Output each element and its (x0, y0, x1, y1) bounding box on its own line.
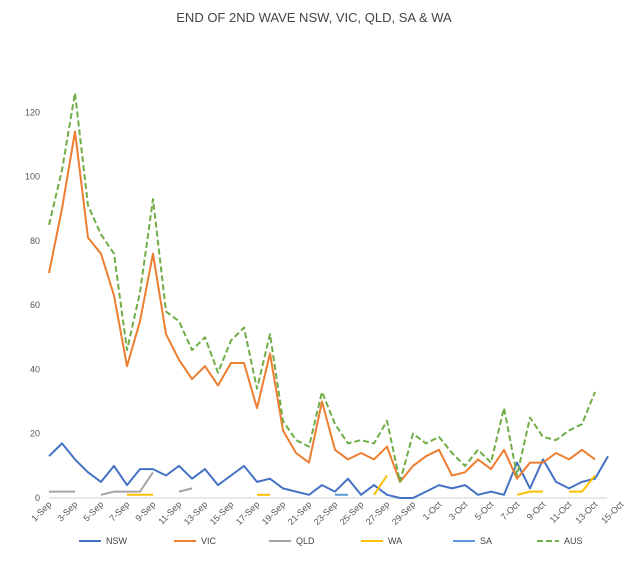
legend-label-nsw: NSW (106, 536, 128, 546)
x-tick-label: 3-Oct (447, 499, 470, 522)
legend-label-aus: AUS (564, 536, 583, 546)
series-line-qld (100, 471, 154, 496)
series-line-aus (48, 92, 596, 483)
x-tick-label: 7-Oct (499, 499, 522, 522)
x-tick-label: 7-Sep (107, 499, 131, 523)
y-tick-label: 100 (25, 172, 40, 182)
x-tick-label: 19-Sep (260, 499, 288, 527)
series-line-nsw (48, 442, 609, 499)
x-tick-label: 17-Sep (234, 499, 262, 527)
legend: NSW VIC QLD WA SA AUS (79, 536, 583, 546)
series-line-wa (569, 474, 596, 493)
x-tick-label: 9-Sep (133, 499, 157, 523)
series-line-vic (48, 130, 596, 483)
x-tick-label: 9-Oct (525, 499, 548, 522)
y-tick-label: 20 (30, 429, 40, 439)
x-tick-label: 11-Oct (548, 499, 574, 525)
legend-label-wa: WA (388, 536, 402, 546)
series-lines (48, 92, 609, 499)
x-tick-label: 25-Sep (338, 499, 366, 527)
y-tick-label: 120 (25, 107, 40, 117)
legend-label-qld: QLD (296, 536, 315, 546)
x-tick-label: 1-Oct (421, 499, 444, 522)
series-line-wa (373, 474, 388, 496)
x-tick-label: 21-Sep (286, 499, 314, 527)
x-tick-label: 13-Sep (182, 499, 210, 527)
series-line-qld (178, 487, 193, 493)
x-tick-label: 15-Sep (208, 499, 236, 527)
x-tick-label: 13-Oct (573, 499, 600, 526)
y-tick-label: 40 (30, 364, 40, 374)
x-tick-label: 15-Oct (599, 499, 626, 526)
x-tick-label: 5-Oct (473, 499, 496, 522)
series-line-wa (516, 490, 543, 496)
x-tick-label: 29-Sep (390, 499, 418, 527)
y-tick-label: 60 (30, 300, 40, 310)
x-tick-label: 5-Sep (81, 499, 105, 523)
y-tick-label: 0 (35, 493, 40, 503)
x-tick-label: 23-Sep (312, 499, 340, 527)
x-tick-label: 3-Sep (55, 499, 79, 523)
chart-title: END OF 2ND WAVE NSW, VIC, QLD, SA & WA (176, 10, 452, 25)
x-tick-label: 27-Sep (364, 499, 392, 527)
x-tick-label: 1-Sep (29, 499, 53, 523)
legend-label-sa: SA (480, 536, 492, 546)
y-axis-ticks: 0 20 40 60 80 100 120 (25, 107, 40, 503)
legend-label-vic: VIC (201, 536, 217, 546)
x-tick-label: 11-Sep (156, 499, 183, 526)
x-axis: 1-Sep 3-Sep 5-Sep 7-Sep 9-Sep11-Sep13-Sep15-… (29, 497, 626, 527)
y-tick-label: 80 (30, 236, 40, 246)
